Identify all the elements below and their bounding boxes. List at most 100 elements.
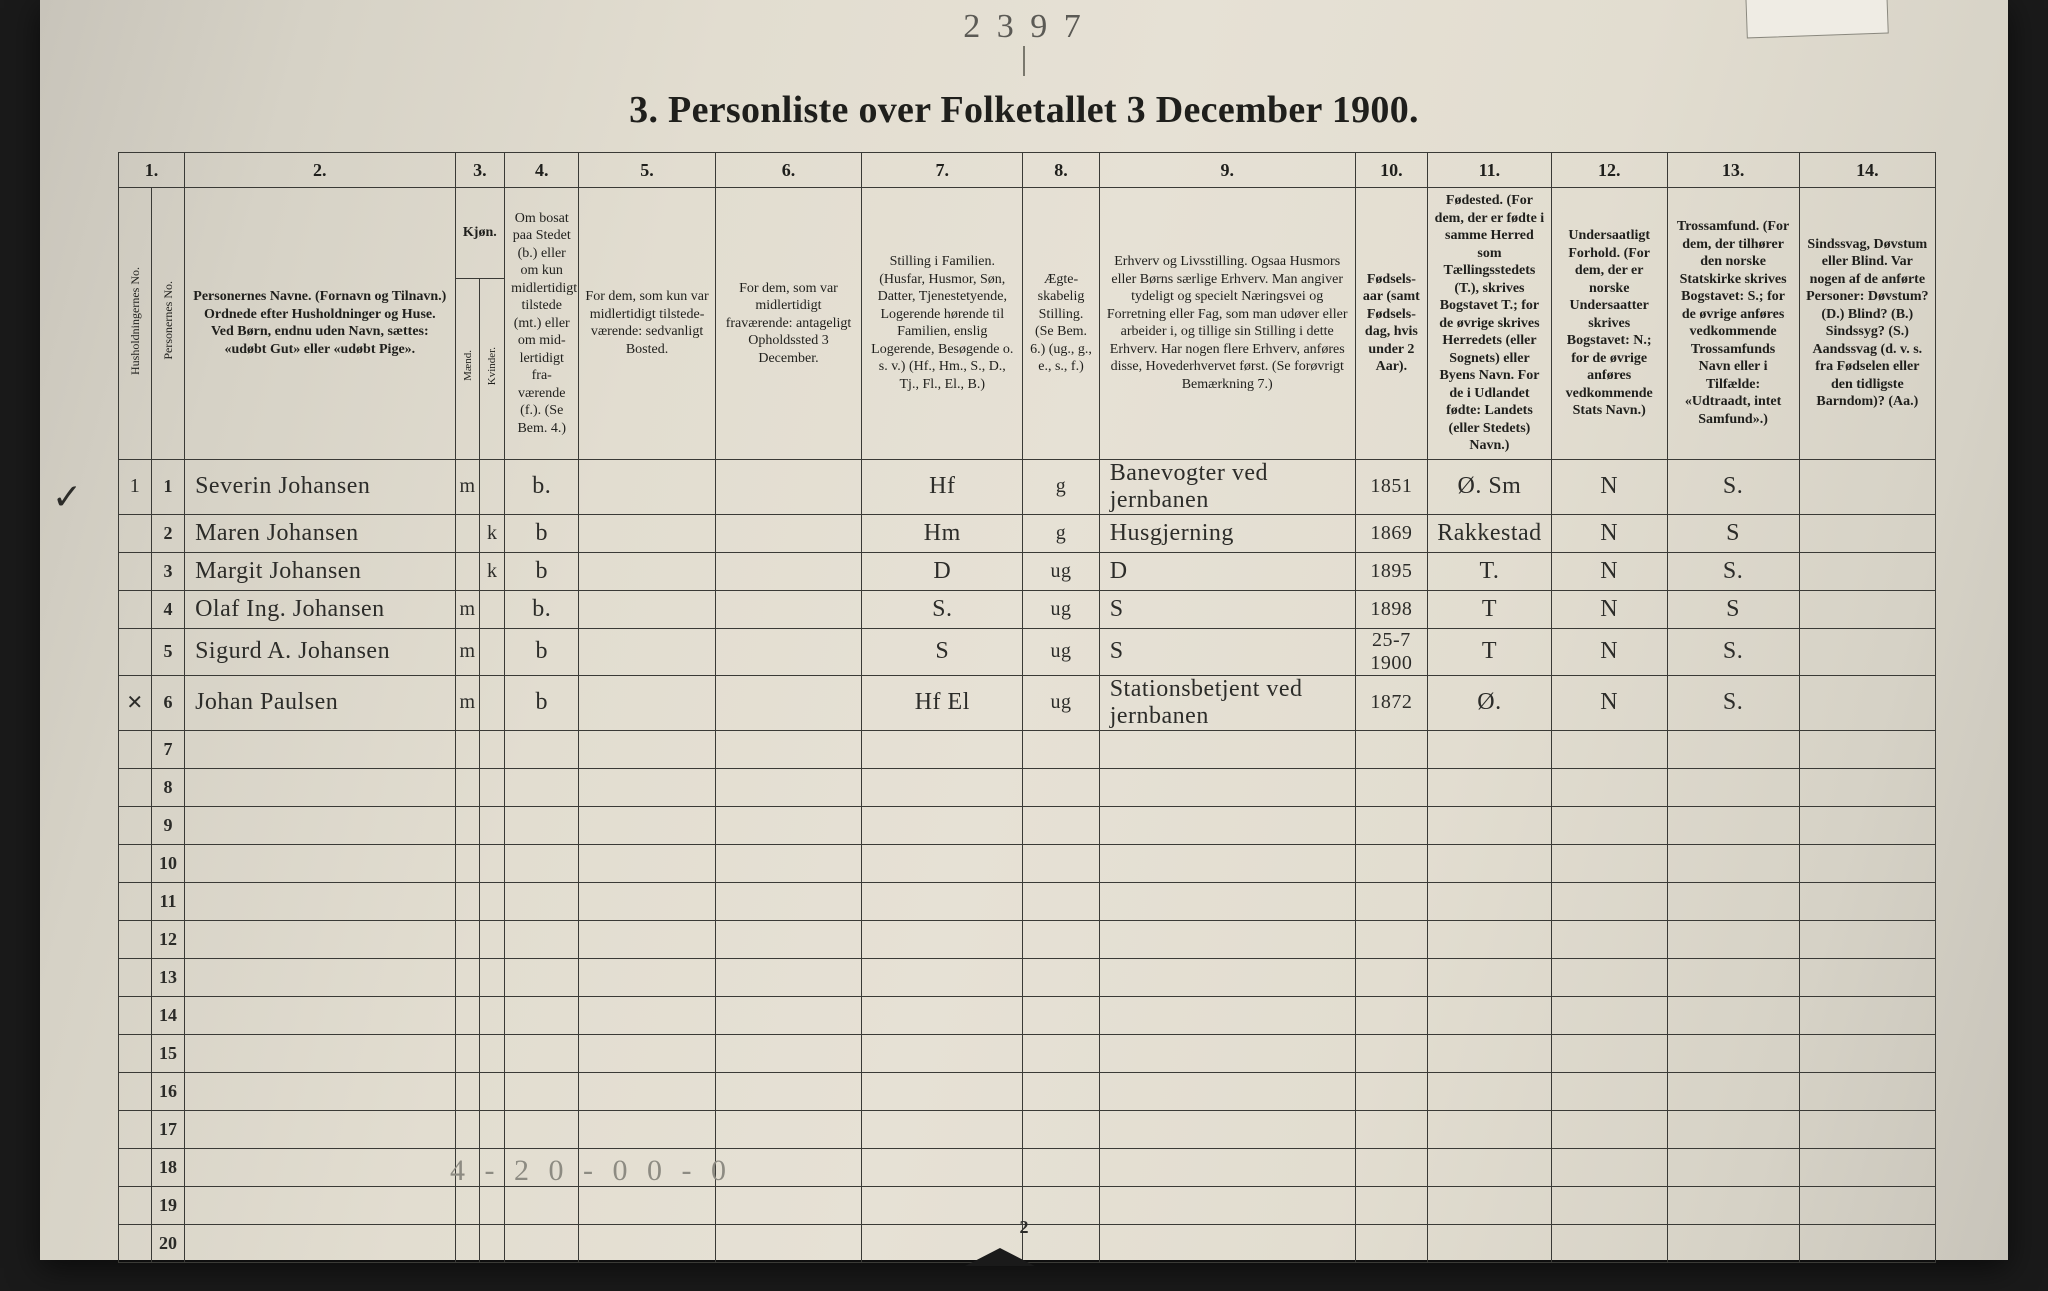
cell-blank (480, 996, 505, 1034)
cell-blank (505, 1186, 579, 1224)
cell-name: Maren Johansen (185, 514, 455, 552)
cell-blank (715, 1110, 862, 1148)
cell-blank (862, 1148, 1023, 1186)
cell-absent (579, 590, 715, 628)
cell-blank (1428, 768, 1552, 806)
cell-name: Sigurd A. Johansen (185, 628, 455, 675)
cell-sex-k: k (480, 552, 505, 590)
cell-blank (480, 1186, 505, 1224)
cell-temp (715, 514, 862, 552)
cell-household-no (119, 996, 152, 1034)
cell-religion: S. (1667, 628, 1799, 675)
table-row-blank: 11 (119, 882, 1936, 920)
cell-blank (185, 1110, 455, 1148)
cell-religion: S. (1667, 552, 1799, 590)
cell-sex-m: m (455, 459, 480, 514)
table-row-blank: 9 (119, 806, 1936, 844)
cell-nationality: N (1551, 628, 1667, 675)
cell-absent (579, 552, 715, 590)
cell-blank (579, 730, 715, 768)
cell-religion: S. (1667, 675, 1799, 730)
cell-person-no: 3 (152, 552, 185, 590)
cell-blank (1099, 1224, 1355, 1262)
cell-blank (185, 844, 455, 882)
cell-blank (455, 1034, 480, 1072)
cell-blank (1355, 806, 1427, 844)
cell-blank (185, 806, 455, 844)
cell-family-pos: Hm (862, 514, 1023, 552)
cell-occupation: Husgjerning (1099, 514, 1355, 552)
cell-blank (1667, 806, 1799, 844)
cell-absent (579, 459, 715, 514)
cell-blank (579, 1110, 715, 1148)
cell-blank (1799, 844, 1935, 882)
cell-household-no (119, 552, 152, 590)
colno-4: 4. (505, 153, 579, 188)
cell-blank (862, 806, 1023, 844)
cell-sex-k: k (480, 514, 505, 552)
cell-blank (862, 768, 1023, 806)
cell-blank (1551, 1034, 1667, 1072)
cell-blank (1428, 1034, 1552, 1072)
table-row: 5Sigurd A. JohansenmbSugS25-7 1900TNS. (119, 628, 1936, 675)
table-row-blank: 15 (119, 1034, 1936, 1072)
cell-blank (185, 920, 455, 958)
cell-disability (1799, 459, 1935, 514)
cell-blank (480, 882, 505, 920)
cell-blank (505, 958, 579, 996)
cell-nationality: N (1551, 459, 1667, 514)
cell-temp (715, 590, 862, 628)
cell-blank (1799, 1034, 1935, 1072)
cell-blank (505, 1224, 579, 1262)
cell-person-no: 15 (152, 1034, 185, 1072)
cell-blank (1428, 882, 1552, 920)
colno-8: 8. (1023, 153, 1099, 188)
cell-sex-m: m (455, 675, 480, 730)
cell-blank (505, 768, 579, 806)
cell-marital: ug (1023, 590, 1099, 628)
cell-blank (1428, 958, 1552, 996)
cell-blank (1428, 730, 1552, 768)
colno-7: 7. (862, 153, 1023, 188)
cell-blank (1667, 1186, 1799, 1224)
cell-blank (1551, 844, 1667, 882)
cell-blank (1023, 768, 1099, 806)
cell-birthyear: 25-7 1900 (1355, 628, 1427, 675)
cell-blank (1799, 1072, 1935, 1110)
hdr-religion: Trossamfund. (For dem, der tilhører den … (1667, 188, 1799, 460)
hdr-occupation: Erhverv og Livsstilling. Ogsaa Husmors e… (1099, 188, 1355, 460)
cell-blank (505, 730, 579, 768)
cell-blank (1023, 806, 1099, 844)
cell-blank (1355, 730, 1427, 768)
cell-blank (715, 730, 862, 768)
colno-13: 13. (1667, 153, 1799, 188)
binding-mark (1023, 46, 1025, 76)
cell-blank (1667, 958, 1799, 996)
cell-family-pos: Hf (862, 459, 1023, 514)
cell-blank (862, 1110, 1023, 1148)
cell-disability (1799, 675, 1935, 730)
cell-sex-m: m (455, 628, 480, 675)
cell-blank (1428, 844, 1552, 882)
cell-blank (455, 1224, 480, 1262)
cell-household-no (119, 628, 152, 675)
cell-person-no: 10 (152, 844, 185, 882)
cell-person-no: 19 (152, 1186, 185, 1224)
cell-birthyear: 1872 (1355, 675, 1427, 730)
hdr-sex-k: Kvinder. (480, 278, 505, 459)
cell-blank (579, 996, 715, 1034)
cell-blank (579, 882, 715, 920)
cell-blank (1355, 1224, 1427, 1262)
cell-blank (1551, 882, 1667, 920)
cell-blank (455, 1186, 480, 1224)
cell-person-no: 2 (152, 514, 185, 552)
cell-blank (1799, 730, 1935, 768)
cell-blank (455, 996, 480, 1034)
cell-occupation: Banevogter ved jernbanen (1099, 459, 1355, 514)
table-row: 2Maren JohansenkbHmgHusgjerning1869Rakke… (119, 514, 1936, 552)
hdr-sex: Kjøn. (455, 188, 505, 279)
cell-blank (1667, 1224, 1799, 1262)
cell-blank (1428, 1148, 1552, 1186)
table-row-blank: 16 (119, 1072, 1936, 1110)
cell-blank (1023, 882, 1099, 920)
